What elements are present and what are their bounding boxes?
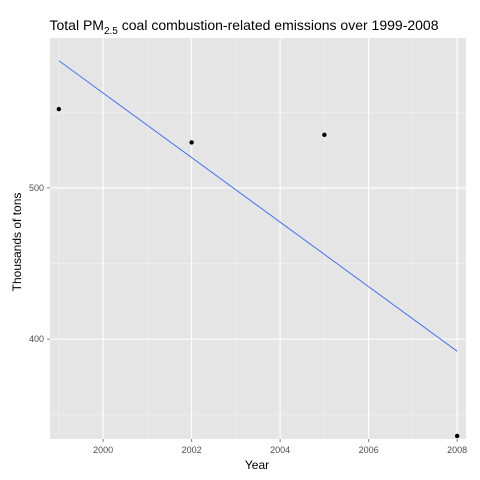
x-tick-label: 2004 (270, 445, 290, 455)
trend-line (58, 60, 458, 352)
major-gridlines (50, 38, 466, 439)
y-axis: 400 500 (29, 183, 50, 344)
chart-title-main: Total PM (50, 17, 104, 33)
x-axis: 2000 2002 2004 2006 2008 (93, 439, 467, 455)
x-tick-label: 2006 (359, 445, 379, 455)
chart-title: Total PM2.5 coal combustion-related emis… (50, 17, 439, 37)
data-point (454, 433, 460, 439)
x-tick-label: 2002 (182, 445, 202, 455)
chart-title-rest: coal combustion-related emissions over 1… (118, 17, 439, 33)
y-tick-label: 500 (29, 183, 44, 193)
plot-panel (50, 38, 466, 439)
data-point (322, 132, 327, 138)
minor-gridlines (50, 38, 466, 439)
x-axis-label: Year (245, 458, 269, 472)
y-axis-label: Thousands of tons (10, 193, 24, 292)
x-tick-label: 2000 (93, 445, 113, 455)
series-layer (56, 60, 460, 439)
data-point (56, 106, 62, 112)
x-tick-label: 2008 (447, 445, 467, 455)
y-tick-label: 400 (29, 334, 44, 344)
data-point (189, 140, 194, 145)
chart-title-subscript: 2.5 (104, 26, 118, 37)
